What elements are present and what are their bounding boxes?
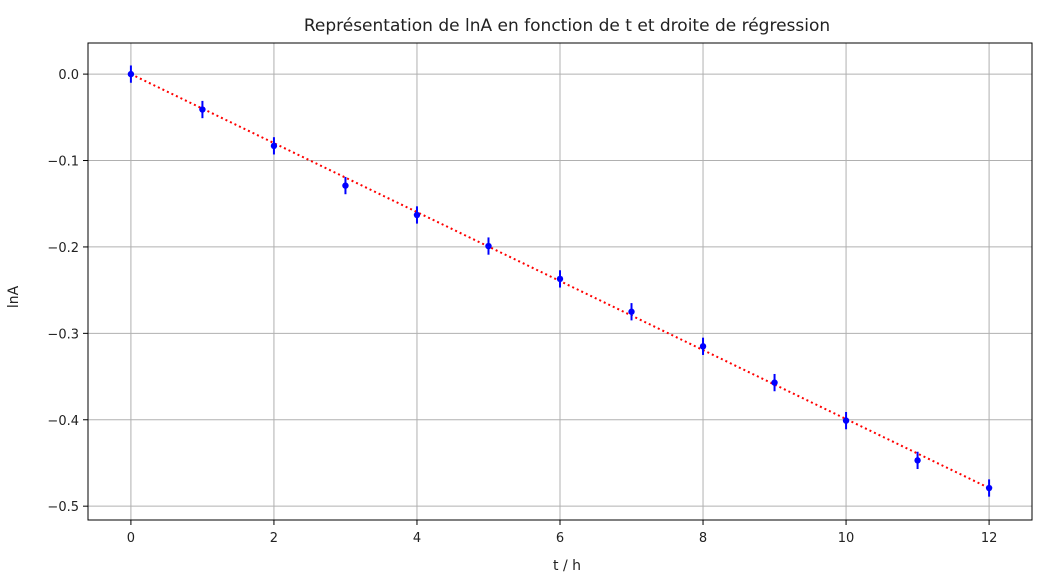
chart-title: Représentation de lnA en fonction de t e… xyxy=(304,16,830,36)
x-tick-label: 0 xyxy=(127,531,135,546)
data-points xyxy=(127,65,993,497)
data-point xyxy=(413,211,421,219)
y-tick-label: −0.5 xyxy=(47,500,79,515)
y-axis-ticks: 0.0 −0.1 −0.2 −0.3 −0.4 −0.5 xyxy=(47,68,88,515)
x-axis-label: t / h xyxy=(553,558,581,574)
data-point xyxy=(771,379,778,386)
y-tick-label: −0.2 xyxy=(47,241,79,256)
grid-lines xyxy=(88,43,1032,520)
x-tick-label: 12 xyxy=(981,531,998,546)
x-tick-label: 4 xyxy=(413,531,421,546)
x-tick-label: 10 xyxy=(838,531,855,546)
data-point xyxy=(628,308,635,315)
y-axis-label: lnA xyxy=(6,285,22,308)
data-point xyxy=(985,484,993,492)
y-tick-label: −0.3 xyxy=(47,327,79,342)
data-point xyxy=(556,275,564,283)
data-point xyxy=(914,457,921,464)
y-tick-label: −0.1 xyxy=(47,155,79,170)
x-tick-label: 8 xyxy=(699,531,707,546)
y-tick-label: −0.4 xyxy=(47,414,79,429)
data-point xyxy=(342,182,349,189)
x-tick-label: 2 xyxy=(270,531,278,546)
data-point xyxy=(127,70,135,78)
data-point xyxy=(199,106,206,113)
data-point xyxy=(842,417,850,424)
x-tick-label: 6 xyxy=(556,531,564,546)
y-tick-label: 0.0 xyxy=(58,68,79,83)
data-point xyxy=(270,142,278,150)
data-point xyxy=(699,343,707,350)
x-axis-ticks: 0 2 4 6 8 10 12 xyxy=(127,520,998,546)
data-point xyxy=(485,242,492,250)
